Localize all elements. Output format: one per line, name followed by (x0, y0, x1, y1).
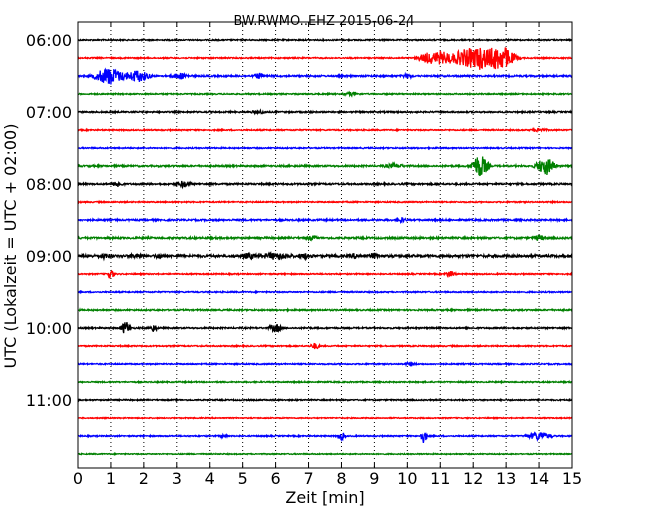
trace-row-10 (77, 216, 573, 224)
trace-row-17 (77, 342, 573, 350)
x-tick-label-2: 2 (139, 469, 149, 488)
trace-row-15 (77, 307, 573, 313)
trace-row-3 (77, 90, 573, 98)
x-tick-label-4: 4 (205, 469, 215, 488)
y-tick-label-3: 09:00 (26, 247, 72, 266)
y-tick-label-2: 08:00 (26, 175, 72, 194)
x-tick-label-5: 5 (238, 469, 248, 488)
y-tick-label-1: 07:00 (26, 103, 72, 122)
trace-row-5 (77, 126, 573, 133)
x-tick-label-8: 8 (336, 469, 346, 488)
trace-row-19 (77, 379, 573, 385)
x-tick-label-13: 13 (496, 469, 516, 488)
x-tick-label-3: 3 (172, 469, 182, 488)
y-tick-label-4: 10:00 (26, 319, 72, 338)
y-tick-label-5: 11:00 (26, 391, 72, 410)
x-tick-label-11: 11 (430, 469, 450, 488)
x-tick-label-14: 14 (529, 469, 549, 488)
x-tick-label-15: 15 (562, 469, 582, 488)
trace-row-2 (77, 67, 573, 85)
trace-row-14 (77, 289, 573, 295)
trace-row-0 (77, 37, 573, 43)
trace-row-21 (77, 416, 573, 420)
x-axis-label: Zeit [min] (285, 488, 364, 507)
x-tick-label-9: 9 (369, 469, 379, 488)
x-tick-label-1: 1 (106, 469, 116, 488)
trace-row-20 (77, 397, 573, 403)
trace-row-6 (77, 145, 573, 151)
y-tick-label-0: 06:00 (26, 31, 72, 50)
trace-row-13 (77, 269, 573, 279)
trace-row-11 (77, 234, 573, 242)
x-tick-label-6: 6 (271, 469, 281, 488)
trace-row-18 (77, 360, 573, 368)
trace-row-22 (77, 431, 573, 443)
trace-row-9 (77, 199, 573, 205)
x-tick-label-0: 0 (73, 469, 83, 488)
trace-row-8 (77, 180, 573, 190)
x-tick-label-12: 12 (463, 469, 483, 488)
x-tick-label-10: 10 (397, 469, 417, 488)
trace-row-7 (77, 156, 573, 177)
axes: 0 1 2 3 4 5 6 7 8 9 10 11 12 13 14 1506:0007:0008:0009:… (26, 22, 582, 488)
plot-frame (77, 21, 573, 469)
trace-row-4 (77, 108, 573, 116)
x-tick-label-7: 7 (303, 469, 313, 488)
trace-row-1 (77, 47, 573, 70)
trace-row-12 (77, 251, 573, 262)
trace-row-23 (77, 451, 573, 457)
trace-row-16 (77, 322, 573, 334)
seismograph-traces (77, 37, 573, 457)
y-axis-label: UTC (Lokalzeit = UTC + 02:00) (1, 124, 20, 369)
